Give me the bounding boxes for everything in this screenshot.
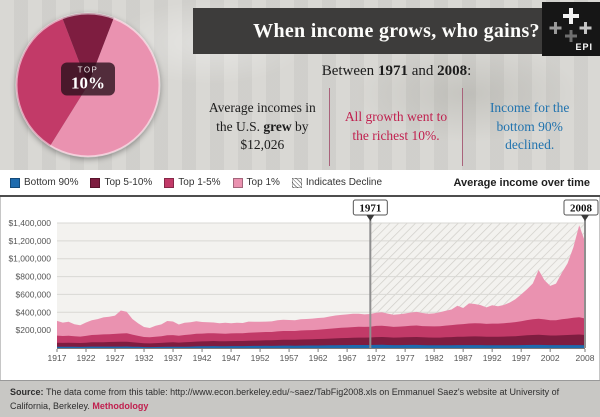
area-top-5-10- <box>57 334 585 348</box>
legend-item-indicates-decline: Indicates Decline <box>291 177 383 188</box>
source-label: Source: <box>10 387 47 397</box>
stat-average-amount: $12,026 <box>240 137 285 153</box>
x-axis-label: 1922 <box>77 353 96 363</box>
stat-top10-text: All growth went to the richest 10%. <box>344 109 448 143</box>
bottom-90-swatch <box>10 177 20 188</box>
source-footer: Source: The data come from this table: h… <box>0 380 600 417</box>
x-axis-label: 1987 <box>454 353 473 363</box>
stat-average-grew: grew <box>263 118 292 134</box>
stat-average-text: Average incomes in the U.S. <box>208 99 316 134</box>
epi-logo[interactable]: EPI <box>542 2 600 56</box>
year-marker-1971[interactable]: 1971 <box>352 199 388 348</box>
x-axis-label: 1997 <box>512 353 531 363</box>
top-1-5-swatch <box>164 177 175 188</box>
x-axis-label: 1977 <box>396 353 415 363</box>
y-axis-label: $400,000 <box>16 307 52 317</box>
x-axis-label: 1932 <box>135 353 154 363</box>
marker-flag-label: 2008 <box>570 203 593 215</box>
y-axis-label: $200,000 <box>16 325 52 335</box>
stats-row: Average incomes in the U.S. grew by $12,… <box>196 88 596 166</box>
y-axis-label: $800,000 <box>16 272 52 282</box>
x-axis-label: 2002 <box>541 353 560 363</box>
stat-bottom90-decline: Income for the bottom 90% declined. <box>463 88 596 166</box>
period-suffix: : <box>467 63 472 79</box>
x-axis-label: 1917 <box>48 353 67 363</box>
pie-ring <box>15 12 161 158</box>
legend-items: Bottom 90% Top 5-10% Top 1-5% Top 1% Indicat… <box>10 177 382 188</box>
area-bottom-90- <box>57 344 585 348</box>
marker-pointer-icon <box>581 215 589 221</box>
stat-average-income-grew: Average incomes in the U.S. grew by $12,… <box>196 88 329 166</box>
marker-pointer-icon <box>366 215 375 221</box>
pie-slice-3 <box>16 17 88 147</box>
x-axis-label: 1957 <box>280 353 299 363</box>
period-start-year: 1971 <box>377 63 408 79</box>
x-axis-label: 1927 <box>106 353 125 363</box>
page-title: When income grows, who gains? <box>253 19 540 42</box>
y-axis-label: $600,000 <box>16 289 52 299</box>
x-axis-label: 1982 <box>425 353 444 363</box>
legend-bar: Bottom 90% Top 5-10% Top 1-5% Top 1% Indicat… <box>0 170 600 197</box>
legend-label: Top 1-5% <box>178 177 221 188</box>
income-share-pie-chart: TOP 10% <box>12 9 164 161</box>
pie-center-label: TOP 10% <box>61 62 115 96</box>
y-axis-label: $1,400,000 <box>8 218 51 228</box>
period-mid: and <box>407 63 438 79</box>
x-axis-label: 1952 <box>251 353 270 363</box>
period-end-year: 2008 <box>437 63 468 79</box>
pie-label-top: TOP <box>77 65 99 75</box>
pie-label-percent: 10% <box>71 73 105 93</box>
chart-title: Average income over time <box>453 176 590 189</box>
x-axis-label: 1947 <box>222 353 241 363</box>
period-subtitle: Between 1971 and 2008: <box>193 63 600 80</box>
x-axis-label: 1967 <box>338 353 357 363</box>
epi-logo-mark-icon <box>549 8 592 42</box>
header: TOP 10% When income grows, who gains? <box>0 0 600 170</box>
legend-item-bottom-90: Bottom 90% <box>10 177 78 188</box>
legend-label: Indicates Decline <box>305 177 383 188</box>
legend-label: Top 5-10% <box>104 177 153 188</box>
stat-average-by: by <box>291 118 309 134</box>
top-1-swatch <box>232 177 243 188</box>
legend-item-top-1: Top 1% <box>232 177 280 188</box>
year-marker-2008[interactable]: 2008 <box>563 199 599 348</box>
indicates-decline-swatch <box>291 177 302 188</box>
pie-slice-1 <box>62 12 114 86</box>
x-axis-label: 1972 <box>367 353 386 363</box>
x-axis-label: 1942 <box>193 353 212 363</box>
legend-item-top-1-5: Top 1-5% <box>164 177 221 188</box>
x-axis-label: 1937 <box>164 353 183 363</box>
legend-item-top-5-10: Top 5-10% <box>90 177 152 188</box>
period-prefix: Between <box>321 63 378 79</box>
stat-bottom90-text: Income for the bottom 90% declined. <box>489 99 570 153</box>
stat-top10-growth: All growth went to the richest 10%. <box>328 88 464 166</box>
legend-label: Top 1% <box>246 177 280 188</box>
y-axis-label: $1,000,000 <box>8 254 51 264</box>
average-income-area-chart: $200,000 $400,000 $600,000 $800,000 $1,000,0… <box>0 197 600 372</box>
area-chart-svg: $200,000 $400,000 $600,000 $800,000 $1,000,0… <box>8 199 599 363</box>
x-axis-label: 1992 <box>483 353 502 363</box>
x-axis-label: 1962 <box>309 353 328 363</box>
methodology-link[interactable]: Methodology <box>92 400 149 411</box>
x-axis-label: 2008 <box>576 353 595 363</box>
source-text: The data come from this table: http://ww… <box>10 387 560 411</box>
y-axis-label: $1,200,000 <box>8 236 51 246</box>
epi-logo-text: EPI <box>575 42 593 52</box>
title-banner: When income grows, who gains? <box>193 8 600 54</box>
area-top-1- <box>57 225 585 348</box>
top-5-10-swatch <box>90 177 101 188</box>
marker-flag-label: 1971 <box>359 203 381 215</box>
legend-label: Bottom 90% <box>24 177 79 188</box>
